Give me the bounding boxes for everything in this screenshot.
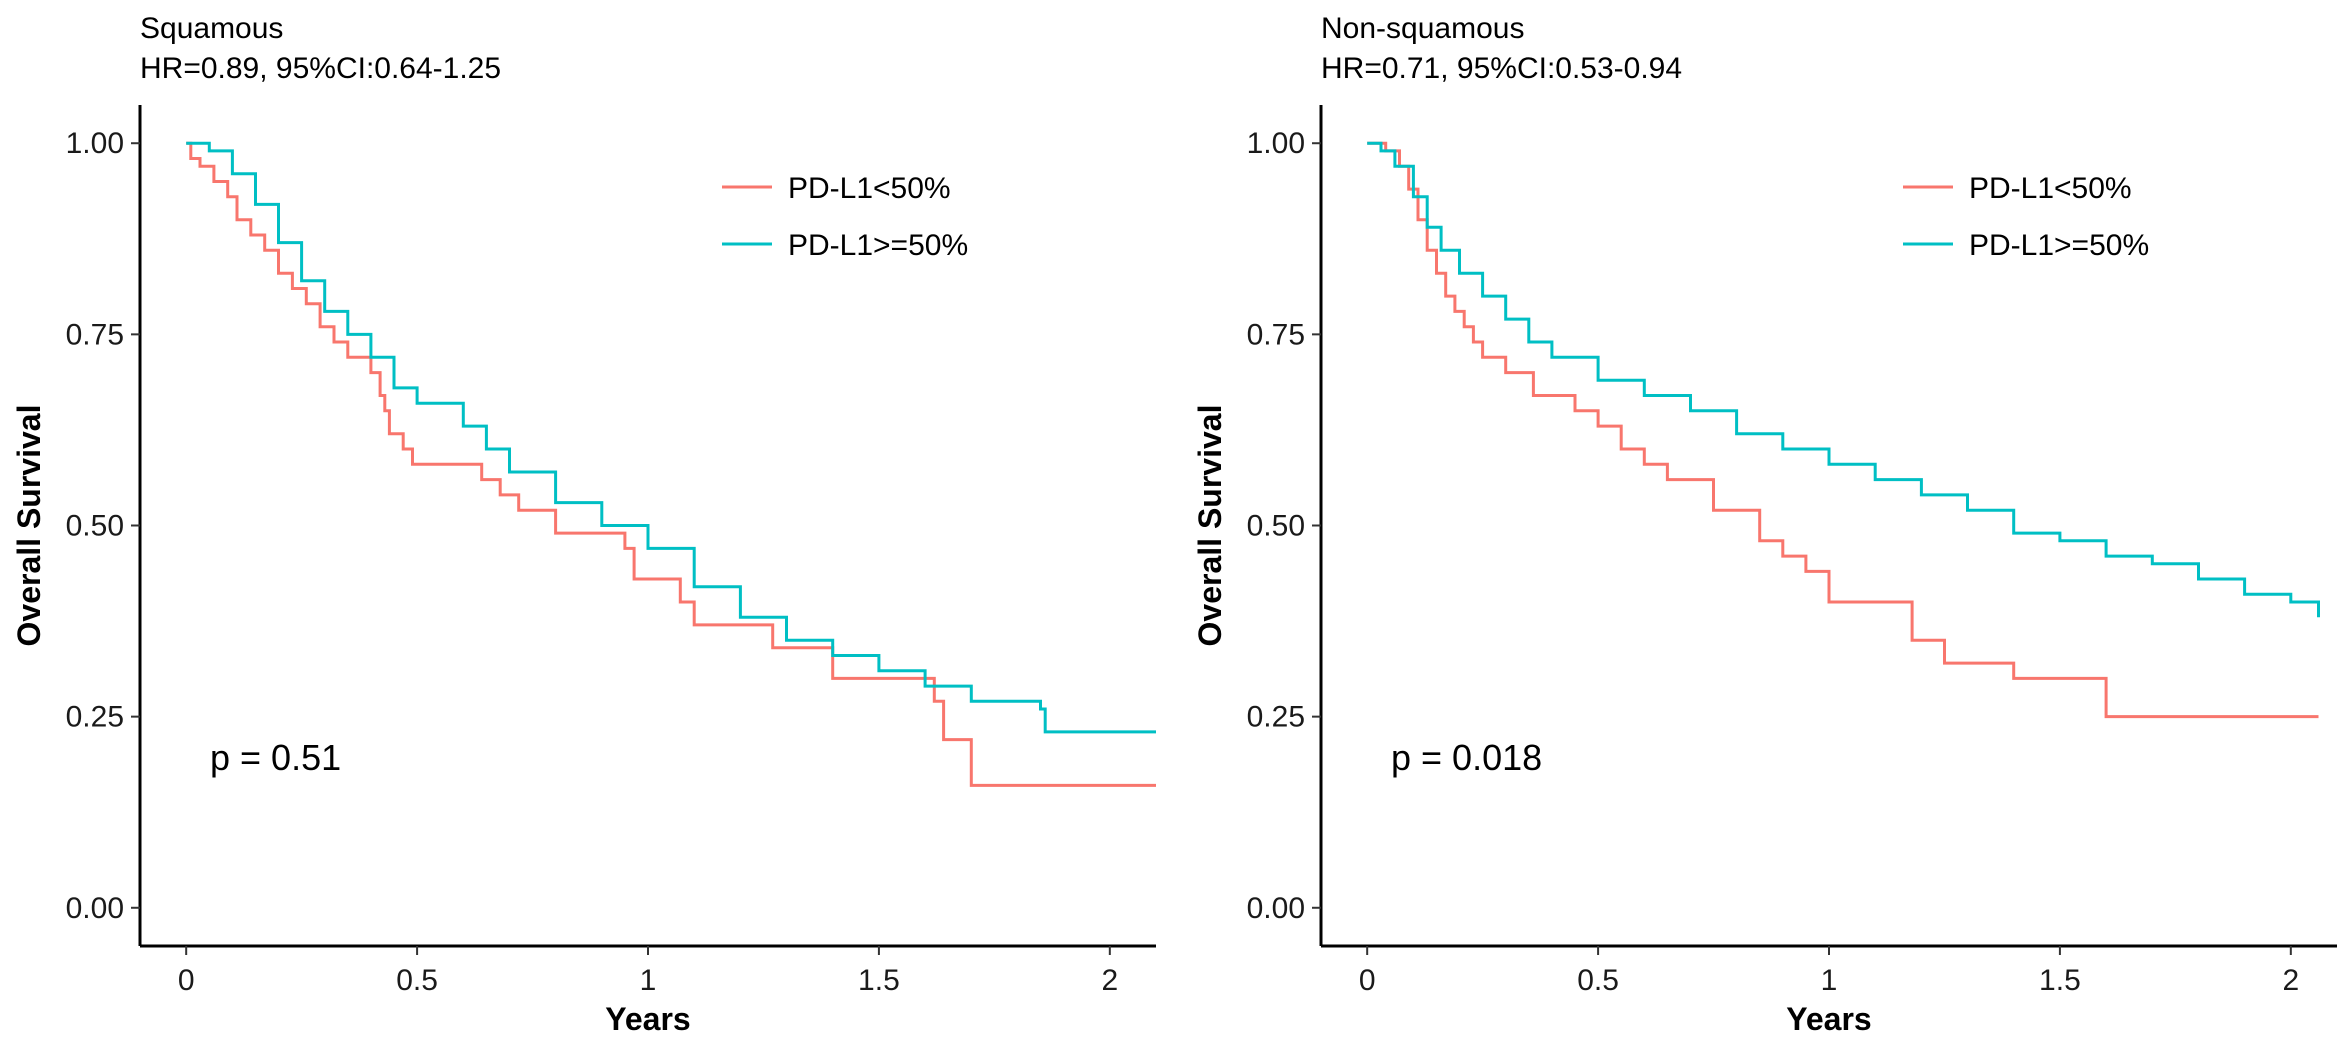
x-axis-title: Years bbox=[1786, 1001, 1871, 1037]
x-tick-label: 0 bbox=[1359, 964, 1376, 997]
x-axis-title: Years bbox=[605, 1001, 690, 1037]
survival-curve-series-1 bbox=[1367, 141, 2319, 719]
y-tick-label: 0.00 bbox=[1247, 892, 1305, 925]
y-tick-label: 0.25 bbox=[1247, 701, 1305, 734]
x-tick-label: 0.5 bbox=[1577, 964, 1619, 997]
legend-label: PD-L1>=50% bbox=[788, 229, 968, 262]
panel-2: Non-squamous HR=0.71, 95%CI:0.53-0.94 0.00… bbox=[1192, 12, 2337, 1037]
survival-curve-series-2 bbox=[186, 141, 1156, 734]
y-tick-label: 1.00 bbox=[66, 127, 124, 160]
chart-subtitle: HR=0.71, 95%CI:0.53-0.94 bbox=[1321, 52, 1682, 85]
y-axis-title: Overall Survival bbox=[11, 405, 47, 647]
x-tick-label: 0 bbox=[178, 964, 195, 997]
y-tick-label: 0.25 bbox=[66, 701, 124, 734]
legend-label: PD-L1<50% bbox=[1969, 172, 2132, 205]
x-tick-label: 2 bbox=[2282, 964, 2299, 997]
x-tick-label: 1.5 bbox=[2039, 964, 2081, 997]
legend-label: PD-L1>=50% bbox=[1969, 229, 2149, 262]
x-tick-label: 1.5 bbox=[858, 964, 900, 997]
y-tick-label: 0.75 bbox=[66, 318, 124, 351]
y-tick-label: 0.50 bbox=[1247, 510, 1305, 543]
chart-title: Non-squamous bbox=[1321, 12, 1524, 45]
x-tick-label: 2 bbox=[1101, 964, 1118, 997]
chart-title: Squamous bbox=[140, 12, 283, 45]
survival-curve-series-1 bbox=[186, 141, 1156, 787]
y-axis-title: Overall Survival bbox=[1192, 405, 1228, 647]
x-tick-label: 1 bbox=[640, 964, 657, 997]
x-tick-label: 0.5 bbox=[396, 964, 438, 997]
p-value-annotation: p = 0.51 bbox=[210, 737, 341, 778]
x-tick-label: 1 bbox=[1821, 964, 1838, 997]
y-tick-label: 0.00 bbox=[66, 892, 124, 925]
panel-1: Squamous HR=0.89, 95%CI:0.64-1.25 0.00 0.25… bbox=[11, 12, 1156, 1037]
p-value-annotation: p = 0.018 bbox=[1391, 737, 1542, 778]
y-tick-label: 1.00 bbox=[1247, 127, 1305, 160]
survival-curve-series-2 bbox=[1367, 141, 2320, 618]
legend-label: PD-L1<50% bbox=[788, 172, 951, 205]
y-tick-label: 0.50 bbox=[66, 510, 124, 543]
chart-subtitle: HR=0.89, 95%CI:0.64-1.25 bbox=[140, 52, 501, 85]
y-tick-label: 0.75 bbox=[1247, 318, 1305, 351]
